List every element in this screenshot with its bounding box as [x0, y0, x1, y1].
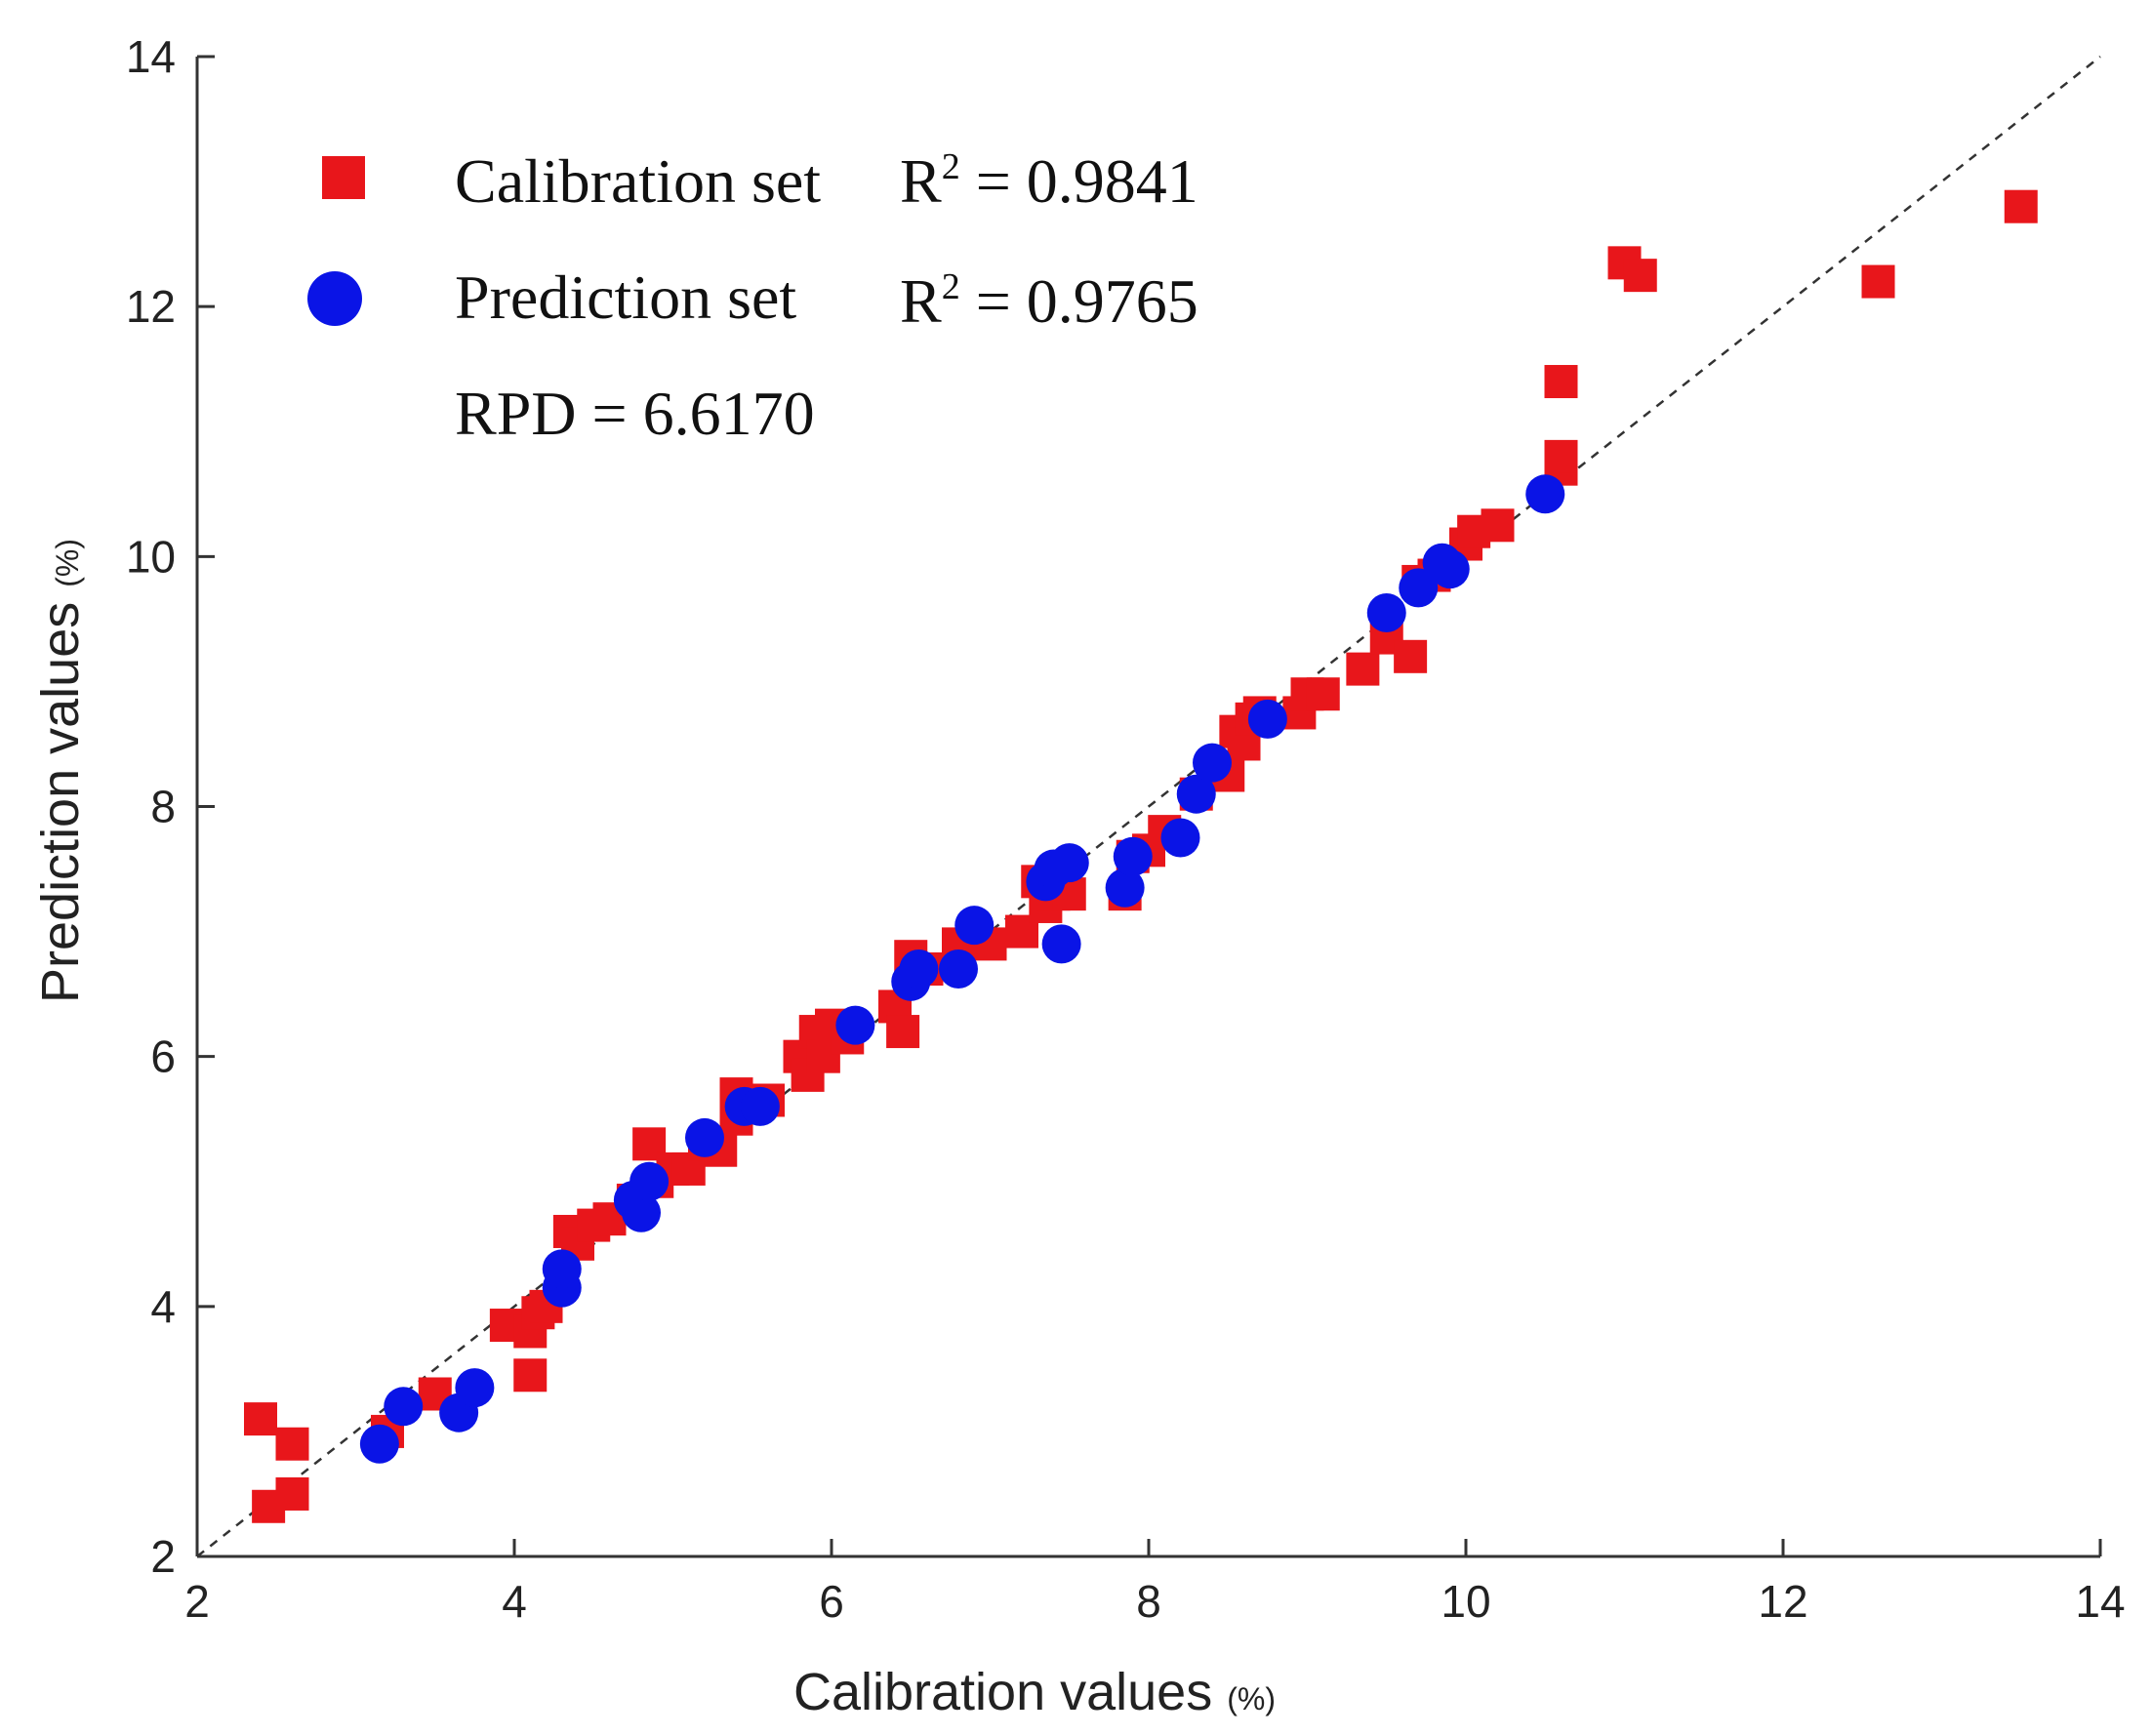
legend-prediction: Prediction set	[455, 262, 796, 332]
prediction-point	[899, 949, 939, 989]
y-axis-unit: (%)	[50, 539, 85, 587]
prediction-point	[1160, 818, 1200, 858]
legend-prediction-r2: R2 = 0.9765	[900, 266, 1198, 336]
y-tick-label: 14	[126, 31, 176, 82]
calibration-point	[1306, 677, 1340, 711]
calibration-point	[244, 1402, 277, 1436]
calibration-point	[1544, 365, 1578, 399]
x-axis-unit: (%)	[1227, 1681, 1276, 1716]
prediction-point	[1525, 474, 1565, 514]
calibration-point	[2004, 189, 2038, 223]
prediction-point	[1366, 592, 1406, 632]
prediction-point	[1041, 924, 1081, 964]
x-tick-label: 14	[2075, 1576, 2125, 1627]
legend-marker-prediction	[307, 271, 362, 326]
prediction-point	[740, 1086, 780, 1126]
prediction-point	[954, 906, 995, 946]
x-axis-ticks: 2 4 6 8 10 12 14	[184, 1539, 2126, 1627]
prediction-point	[835, 1005, 875, 1045]
prediction-series	[359, 474, 1565, 1464]
calibration-point	[1346, 652, 1380, 686]
calibration-point	[886, 1015, 920, 1049]
x-tick-label: 10	[1441, 1576, 1490, 1627]
calibration-point	[513, 1358, 548, 1393]
prediction-point	[384, 1387, 424, 1427]
legend: Calibration set R2 = 0.9841 Prediction s…	[307, 146, 1198, 448]
prediction-point	[685, 1117, 724, 1157]
prediction-point	[629, 1161, 670, 1201]
prediction-point	[622, 1192, 661, 1232]
y-tick-label: 8	[150, 782, 176, 832]
calibration-point	[1481, 508, 1515, 543]
x-axis-title: Calibration values (%)	[793, 1663, 1276, 1721]
calibration-point	[1544, 439, 1578, 473]
prediction-point	[359, 1424, 399, 1464]
legend-calibration: Calibration set	[455, 146, 821, 216]
x-tick-label: 4	[502, 1576, 527, 1627]
calibration-point	[275, 1476, 309, 1511]
prediction-point	[542, 1249, 582, 1289]
prediction-point	[1193, 743, 1232, 783]
prediction-point	[455, 1368, 495, 1408]
prediction-point	[1049, 843, 1089, 883]
prediction-point	[1247, 699, 1287, 739]
prediction-point	[1430, 549, 1470, 589]
calibration-point	[1623, 259, 1657, 293]
prediction-point	[1176, 774, 1216, 814]
legend-calibration-label: Calibration set	[455, 146, 821, 216]
legend-prediction-label: Prediction set	[455, 262, 796, 332]
calibration-point	[1861, 264, 1895, 299]
x-tick-label: 12	[1758, 1576, 1807, 1627]
prediction-point	[1105, 868, 1145, 908]
y-tick-label: 10	[126, 531, 176, 582]
prediction-point	[939, 949, 978, 989]
y-tick-label: 2	[150, 1531, 176, 1582]
prediction-point	[1399, 568, 1439, 608]
legend-rpd: RPD = 6.6170	[455, 379, 815, 448]
x-tick-label: 2	[184, 1576, 210, 1627]
x-tick-label: 6	[819, 1576, 844, 1627]
legend-calibration-r2: R2 = 0.9841	[900, 146, 1198, 216]
x-tick-label: 8	[1136, 1576, 1161, 1627]
reference-line	[196, 56, 2101, 1557]
y-axis-title: Prediction values (%)	[31, 539, 90, 1003]
calibration-point	[1394, 639, 1428, 673]
y-tick-label: 12	[126, 281, 176, 332]
calibration-point	[275, 1427, 309, 1461]
y-axis-ticks: 2 4 6 8 10 12 14	[126, 31, 215, 1582]
legend-marker-calibration	[322, 156, 365, 199]
y-tick-label: 6	[150, 1031, 176, 1082]
y-tick-label: 4	[150, 1281, 176, 1332]
prediction-point	[1113, 836, 1153, 876]
